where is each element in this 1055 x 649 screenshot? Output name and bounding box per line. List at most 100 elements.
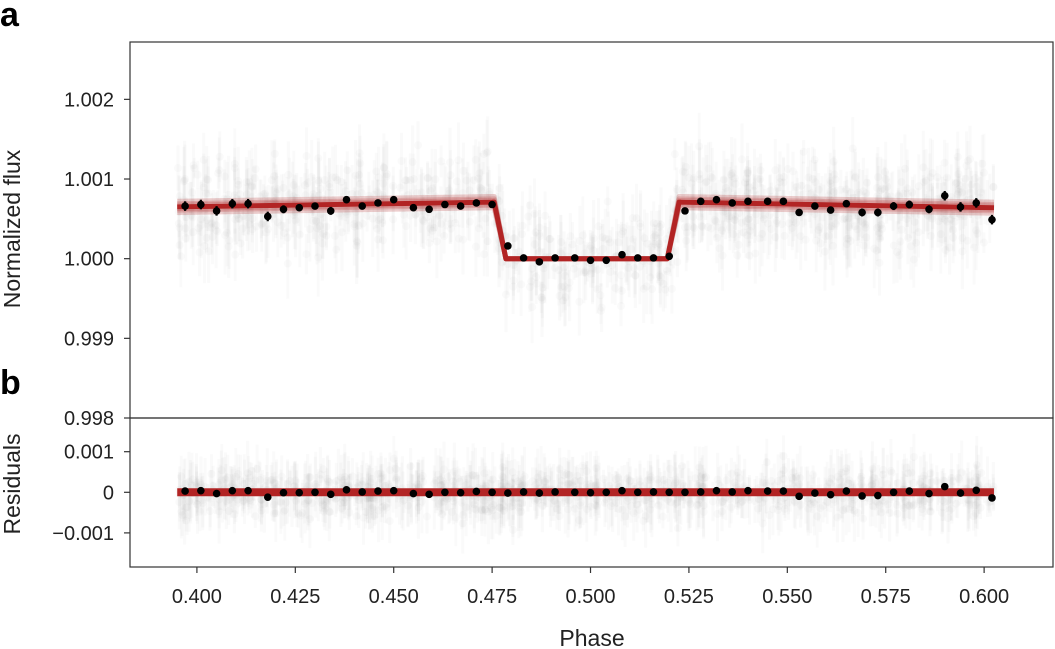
raw-point xyxy=(509,282,518,291)
raw-point xyxy=(378,190,387,199)
raw-point xyxy=(670,479,679,488)
raw-point xyxy=(470,504,479,513)
raw-point xyxy=(477,505,486,514)
raw-point xyxy=(418,471,427,480)
raw-point xyxy=(624,263,633,272)
raw-point xyxy=(792,182,801,191)
raw-point xyxy=(765,211,774,220)
raw-point xyxy=(423,173,432,182)
raw-point xyxy=(356,179,365,188)
raw-point xyxy=(629,235,638,244)
raw-point xyxy=(627,244,636,253)
raw-point xyxy=(870,244,879,253)
raw-point xyxy=(957,468,966,477)
raw-point xyxy=(380,481,389,490)
raw-point xyxy=(974,480,983,489)
raw-point xyxy=(636,222,645,231)
raw-point xyxy=(803,497,812,506)
raw-point xyxy=(666,498,675,507)
raw-point xyxy=(337,228,346,237)
binned-point xyxy=(244,199,252,208)
raw-point xyxy=(202,216,211,225)
binned-point xyxy=(570,254,579,262)
raw-point xyxy=(933,173,942,182)
raw-point xyxy=(756,175,765,184)
raw-point xyxy=(339,496,348,505)
raw-point xyxy=(947,210,956,219)
raw-point xyxy=(843,234,852,243)
x-tick-label: 0.550 xyxy=(762,586,812,608)
raw-point xyxy=(578,231,587,240)
raw-point xyxy=(927,478,936,487)
raw-point xyxy=(436,220,445,229)
raw-point xyxy=(530,240,539,249)
raw-point xyxy=(503,260,512,269)
raw-point xyxy=(576,476,585,485)
raw-point xyxy=(963,236,972,245)
raw-point xyxy=(745,251,754,260)
raw-point xyxy=(233,210,242,219)
raw-point xyxy=(271,509,280,518)
raw-point xyxy=(312,216,321,225)
raw-point xyxy=(614,473,623,482)
raw-point xyxy=(311,480,320,489)
raw-point xyxy=(816,504,825,513)
raw-point xyxy=(197,221,206,230)
binned-point xyxy=(197,486,205,495)
raw-point xyxy=(803,494,812,503)
raw-point xyxy=(546,234,555,243)
raw-point xyxy=(850,222,859,231)
raw-point xyxy=(374,216,383,225)
raw-point xyxy=(878,184,887,193)
raw-point xyxy=(469,176,478,185)
raw-point xyxy=(309,216,318,225)
raw-point xyxy=(319,465,328,474)
raw-point xyxy=(857,472,866,481)
raw-point xyxy=(353,190,362,199)
raw-point xyxy=(623,496,632,505)
raw-point xyxy=(859,187,868,196)
raw-point xyxy=(374,173,383,182)
raw-point xyxy=(257,499,266,508)
raw-point xyxy=(641,496,650,505)
raw-point xyxy=(425,238,434,247)
raw-point xyxy=(902,214,911,223)
raw-point xyxy=(177,472,186,481)
raw-point xyxy=(557,282,566,291)
raw-point xyxy=(472,505,481,514)
raw-point xyxy=(906,242,915,251)
raw-point xyxy=(646,475,655,484)
raw-point xyxy=(248,193,257,202)
raw-point xyxy=(180,175,189,184)
raw-point xyxy=(481,505,490,514)
raw-point xyxy=(744,215,753,224)
binned-point xyxy=(763,197,772,206)
raw-point xyxy=(480,250,489,259)
raw-point xyxy=(565,278,574,287)
raw-point xyxy=(530,496,539,505)
raw-point xyxy=(854,188,863,197)
raw-point xyxy=(977,468,986,477)
raw-point xyxy=(958,234,967,243)
raw-point xyxy=(270,149,279,158)
raw-point xyxy=(623,474,632,483)
raw-point xyxy=(863,178,872,187)
panel-a-y-tick-label: 0.998 xyxy=(64,408,114,430)
raw-point xyxy=(941,246,950,255)
raw-point xyxy=(647,500,656,509)
binned-point xyxy=(279,205,288,214)
binned-point xyxy=(633,254,642,262)
raw-point xyxy=(838,506,847,515)
binned-point xyxy=(389,486,398,495)
raw-point xyxy=(270,172,279,181)
raw-point xyxy=(555,511,564,520)
raw-point xyxy=(225,236,234,245)
raw-point xyxy=(939,476,948,485)
raw-point xyxy=(653,475,662,484)
raw-point xyxy=(277,498,286,507)
raw-point xyxy=(315,222,324,231)
raw-point xyxy=(365,194,374,203)
raw-point xyxy=(721,183,730,192)
raw-point xyxy=(499,502,508,511)
binned-point xyxy=(409,489,418,498)
